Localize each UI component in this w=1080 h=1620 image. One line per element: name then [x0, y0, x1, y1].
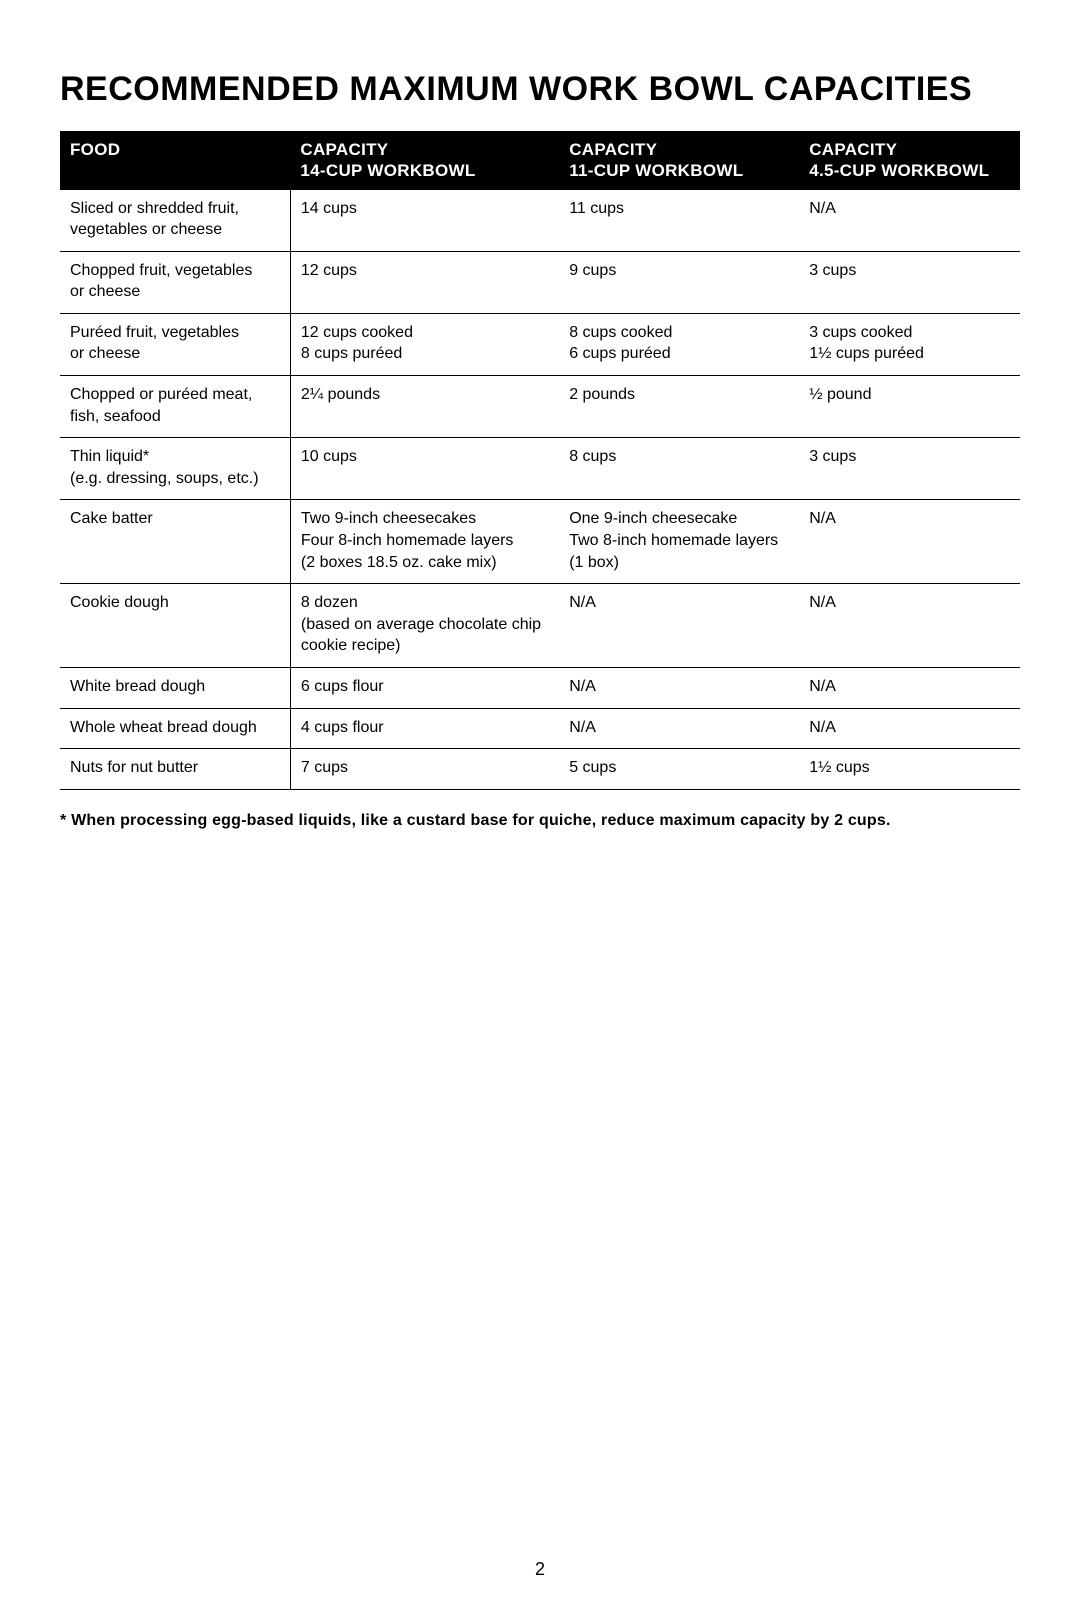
cell-food: Thin liquid*(e.g. dressing, soups, etc.) — [60, 438, 290, 500]
cell-food: Nuts for nut butter — [60, 749, 290, 790]
cell-food: White bread dough — [60, 668, 290, 709]
table-row: Chopped or puréed meat,fish, seafood2¼ p… — [60, 376, 1020, 438]
cell-capacity: 8 dozen(based on average chocolate chipc… — [290, 584, 559, 668]
table-body: Sliced or shredded fruit,vegetables or c… — [60, 190, 1020, 790]
col-header-sub: 4.5-CUP WORKBOWL — [809, 160, 1010, 181]
cell-capacity: N/A — [799, 500, 1020, 584]
page-number: 2 — [0, 1559, 1080, 1580]
col-header-top: CAPACITY — [809, 140, 897, 159]
cell-capacity: 2 pounds — [559, 376, 799, 438]
cell-capacity: 10 cups — [290, 438, 559, 500]
table-row: Thin liquid*(e.g. dressing, soups, etc.)… — [60, 438, 1020, 500]
cell-capacity: ½ pound — [799, 376, 1020, 438]
document-page: RECOMMENDED MAXIMUM WORK BOWL CAPACITIES… — [0, 0, 1080, 1620]
cell-capacity: N/A — [799, 708, 1020, 749]
table-header: FOODCAPACITY14-CUP WORKBOWLCAPACITY11-CU… — [60, 131, 1020, 190]
cell-capacity: 9 cups — [559, 251, 799, 313]
cell-capacity: 11 cups — [559, 190, 799, 252]
table-row: Sliced or shredded fruit,vegetables or c… — [60, 190, 1020, 252]
col-header-top: CAPACITY — [569, 140, 657, 159]
capacities-table: FOODCAPACITY14-CUP WORKBOWLCAPACITY11-CU… — [60, 131, 1020, 790]
cell-capacity: 14 cups — [290, 190, 559, 252]
table-row: Chopped fruit, vegetablesor cheese12 cup… — [60, 251, 1020, 313]
cell-food: Sliced or shredded fruit,vegetables or c… — [60, 190, 290, 252]
cell-food: Cookie dough — [60, 584, 290, 668]
cell-capacity: 12 cups cooked8 cups puréed — [290, 313, 559, 375]
cell-capacity: 7 cups — [290, 749, 559, 790]
cell-capacity: 4 cups flour — [290, 708, 559, 749]
table-row: Cake batterTwo 9-inch cheesecakesFour 8-… — [60, 500, 1020, 584]
cell-capacity: One 9-inch cheesecakeTwo 8-inch homemade… — [559, 500, 799, 584]
cell-capacity: 3 cups — [799, 251, 1020, 313]
cell-capacity: Two 9-inch cheesecakesFour 8-inch homema… — [290, 500, 559, 584]
table-row: Whole wheat bread dough4 cups flourN/AN/… — [60, 708, 1020, 749]
table-row: Nuts for nut butter7 cups5 cups1½ cups — [60, 749, 1020, 790]
cell-capacity: N/A — [799, 584, 1020, 668]
cell-food: Whole wheat bread dough — [60, 708, 290, 749]
col-header-top: CAPACITY — [300, 140, 388, 159]
cell-capacity: N/A — [799, 668, 1020, 709]
col-header-capacity-1: CAPACITY14-CUP WORKBOWL — [290, 131, 559, 190]
cell-capacity: N/A — [559, 668, 799, 709]
cell-capacity: 3 cups — [799, 438, 1020, 500]
table-header-row: FOODCAPACITY14-CUP WORKBOWLCAPACITY11-CU… — [60, 131, 1020, 190]
col-header-sub: 14-CUP WORKBOWL — [300, 160, 549, 181]
cell-capacity: N/A — [799, 190, 1020, 252]
footnote-text: * When processing egg-based liquids, lik… — [60, 812, 1020, 830]
col-header-capacity-3: CAPACITY4.5-CUP WORKBOWL — [799, 131, 1020, 190]
cell-capacity: 8 cups — [559, 438, 799, 500]
cell-capacity: 12 cups — [290, 251, 559, 313]
col-header-food: FOOD — [60, 131, 290, 190]
cell-food: Chopped fruit, vegetablesor cheese — [60, 251, 290, 313]
col-header-sub: 11-CUP WORKBOWL — [569, 160, 789, 181]
cell-food: Chopped or puréed meat,fish, seafood — [60, 376, 290, 438]
col-header-capacity-2: CAPACITY11-CUP WORKBOWL — [559, 131, 799, 190]
page-title: RECOMMENDED MAXIMUM WORK BOWL CAPACITIES — [60, 70, 1020, 109]
cell-capacity: N/A — [559, 708, 799, 749]
cell-capacity: 5 cups — [559, 749, 799, 790]
cell-capacity: 3 cups cooked1½ cups puréed — [799, 313, 1020, 375]
cell-capacity: 1½ cups — [799, 749, 1020, 790]
cell-capacity: 2¼ pounds — [290, 376, 559, 438]
table-row: Puréed fruit, vegetablesor cheese12 cups… — [60, 313, 1020, 375]
cell-food: Puréed fruit, vegetablesor cheese — [60, 313, 290, 375]
cell-capacity: N/A — [559, 584, 799, 668]
table-row: Cookie dough8 dozen(based on average cho… — [60, 584, 1020, 668]
cell-capacity: 8 cups cooked6 cups puréed — [559, 313, 799, 375]
cell-food: Cake batter — [60, 500, 290, 584]
cell-capacity: 6 cups flour — [290, 668, 559, 709]
table-row: White bread dough6 cups flourN/AN/A — [60, 668, 1020, 709]
col-header-top: FOOD — [70, 140, 120, 159]
